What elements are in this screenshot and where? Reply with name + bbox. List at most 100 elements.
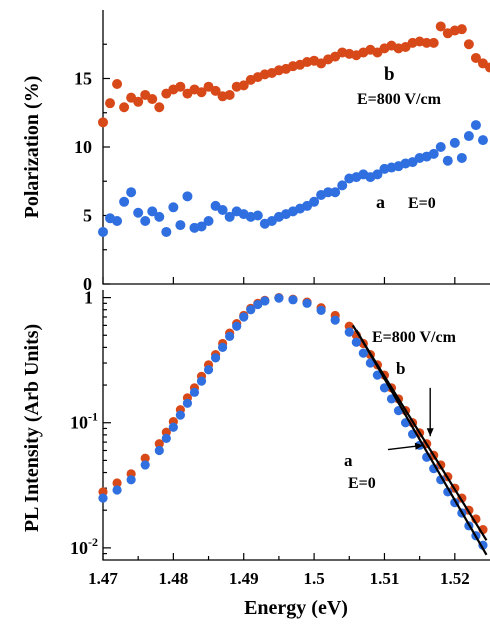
- top-point-b: [470, 52, 481, 63]
- top-point-a: [252, 210, 263, 221]
- top-point-a: [133, 207, 144, 218]
- bottom-point-b: [140, 453, 150, 463]
- top-point-a: [168, 202, 179, 213]
- x-tick-label: 1.52: [440, 569, 470, 588]
- bottom-point-b: [154, 439, 164, 449]
- bottom-point-a: [161, 433, 171, 443]
- top-point-a: [372, 169, 383, 180]
- top-y-tick-label: 0: [83, 274, 92, 294]
- top-point-b: [175, 81, 186, 92]
- bottom-point-a: [302, 298, 312, 308]
- bottom-point-a: [443, 487, 453, 497]
- x-tick-label: 1.5: [303, 569, 324, 588]
- bottom-point-a: [168, 422, 178, 432]
- top-y-tick-label: 10: [74, 137, 92, 157]
- bottom-point-a: [126, 475, 136, 485]
- bottom-label-b: b: [396, 359, 405, 378]
- top-label-b-field: E=800 V/cm: [357, 91, 442, 108]
- top-point-a: [154, 211, 165, 222]
- top-point-b: [421, 37, 432, 48]
- bottom-point-a: [112, 485, 122, 495]
- bottom-point-a: [239, 312, 249, 322]
- top-point-b: [119, 102, 130, 113]
- top-point-a: [309, 196, 320, 207]
- bottom-point-a: [189, 387, 200, 397]
- top-point-a: [140, 215, 151, 226]
- top-label-a: a: [376, 192, 385, 212]
- top-point-a: [463, 131, 474, 142]
- top-point-a: [126, 187, 137, 198]
- top-point-a: [203, 215, 214, 226]
- top-point-b: [224, 89, 235, 100]
- x-tick-label: 1.49: [229, 569, 259, 588]
- top-point-b: [105, 98, 116, 109]
- bottom-label-a-field: E=0: [348, 475, 376, 492]
- bottom-point-a: [225, 331, 235, 341]
- bottom-point-a: [232, 321, 242, 331]
- x-axis-label: Energy (eV): [244, 597, 348, 619]
- bottom-point-a: [358, 348, 368, 358]
- x-tick-label: 1.51: [370, 569, 400, 588]
- top-point-a: [442, 155, 453, 166]
- bottom-point-a: [98, 493, 108, 503]
- top-label-a-field: E=0: [408, 195, 436, 212]
- x-tick-label: 1.48: [158, 569, 188, 588]
- bottom-point-a: [182, 398, 193, 408]
- top-point-a: [112, 215, 123, 226]
- arrow-a: [387, 442, 424, 451]
- top-point-a: [428, 148, 439, 159]
- top-point-a: [470, 120, 481, 131]
- bottom-point-a: [196, 376, 207, 386]
- bottom-point-a: [140, 460, 150, 470]
- top-point-b: [98, 117, 108, 128]
- top-point-a: [182, 191, 193, 202]
- bottom-y-axis-label: PL Intensity (Arb Units): [21, 324, 43, 532]
- top-point-b: [435, 21, 446, 32]
- bottom-y-tick-label: 10-2: [70, 535, 98, 558]
- top-point-b: [428, 37, 439, 48]
- top-point-a: [323, 187, 334, 198]
- top-point-a: [98, 226, 108, 237]
- bottom-label-b-field: E=800 V/cm: [372, 329, 457, 346]
- bottom-point-a: [365, 358, 375, 368]
- top-point-a: [435, 142, 446, 152]
- bottom-point-a: [218, 342, 228, 352]
- top-point-b: [456, 24, 467, 35]
- top-point-b: [463, 39, 474, 50]
- top-point-a: [161, 226, 172, 237]
- bottom-point-a: [288, 295, 298, 305]
- x-tick-label: 1.47: [88, 569, 118, 588]
- top-point-b: [147, 94, 158, 105]
- bottom-point-a: [175, 410, 185, 420]
- top-point-b: [112, 78, 123, 89]
- top-y-tick-label: 15: [74, 69, 92, 89]
- top-point-a: [224, 211, 235, 222]
- bottom-point-b: [112, 478, 122, 488]
- bottom-point-a: [246, 305, 256, 315]
- fit-line-a: [355, 329, 488, 556]
- top-point-a: [337, 180, 348, 191]
- bottom-point-a: [203, 365, 214, 375]
- top-y-axis-label: Polarization (%): [21, 76, 43, 219]
- top-point-a: [449, 137, 460, 148]
- bottom-point-a: [372, 370, 383, 380]
- top-panel: 0 5 10 15: [74, 21, 490, 294]
- bottom-point-a: [379, 383, 390, 393]
- bottom-point-a: [436, 475, 446, 485]
- top-point-a: [196, 221, 207, 232]
- top-point-b: [133, 96, 144, 107]
- bottom-point-a: [316, 305, 326, 316]
- bottom-point-a: [351, 337, 361, 347]
- top-point-a: [477, 135, 488, 146]
- top-point-b: [485, 62, 490, 73]
- top-y-tick-label: 5: [83, 206, 92, 226]
- top-point-b: [210, 85, 221, 96]
- top-point-b: [154, 102, 165, 113]
- top-label-b: b: [384, 64, 395, 85]
- bottom-point-a: [253, 299, 263, 310]
- top-point-a: [217, 205, 228, 216]
- bottom-point-a: [274, 293, 284, 303]
- bottom-point-a: [210, 353, 221, 363]
- bottom-point-a: [330, 315, 340, 325]
